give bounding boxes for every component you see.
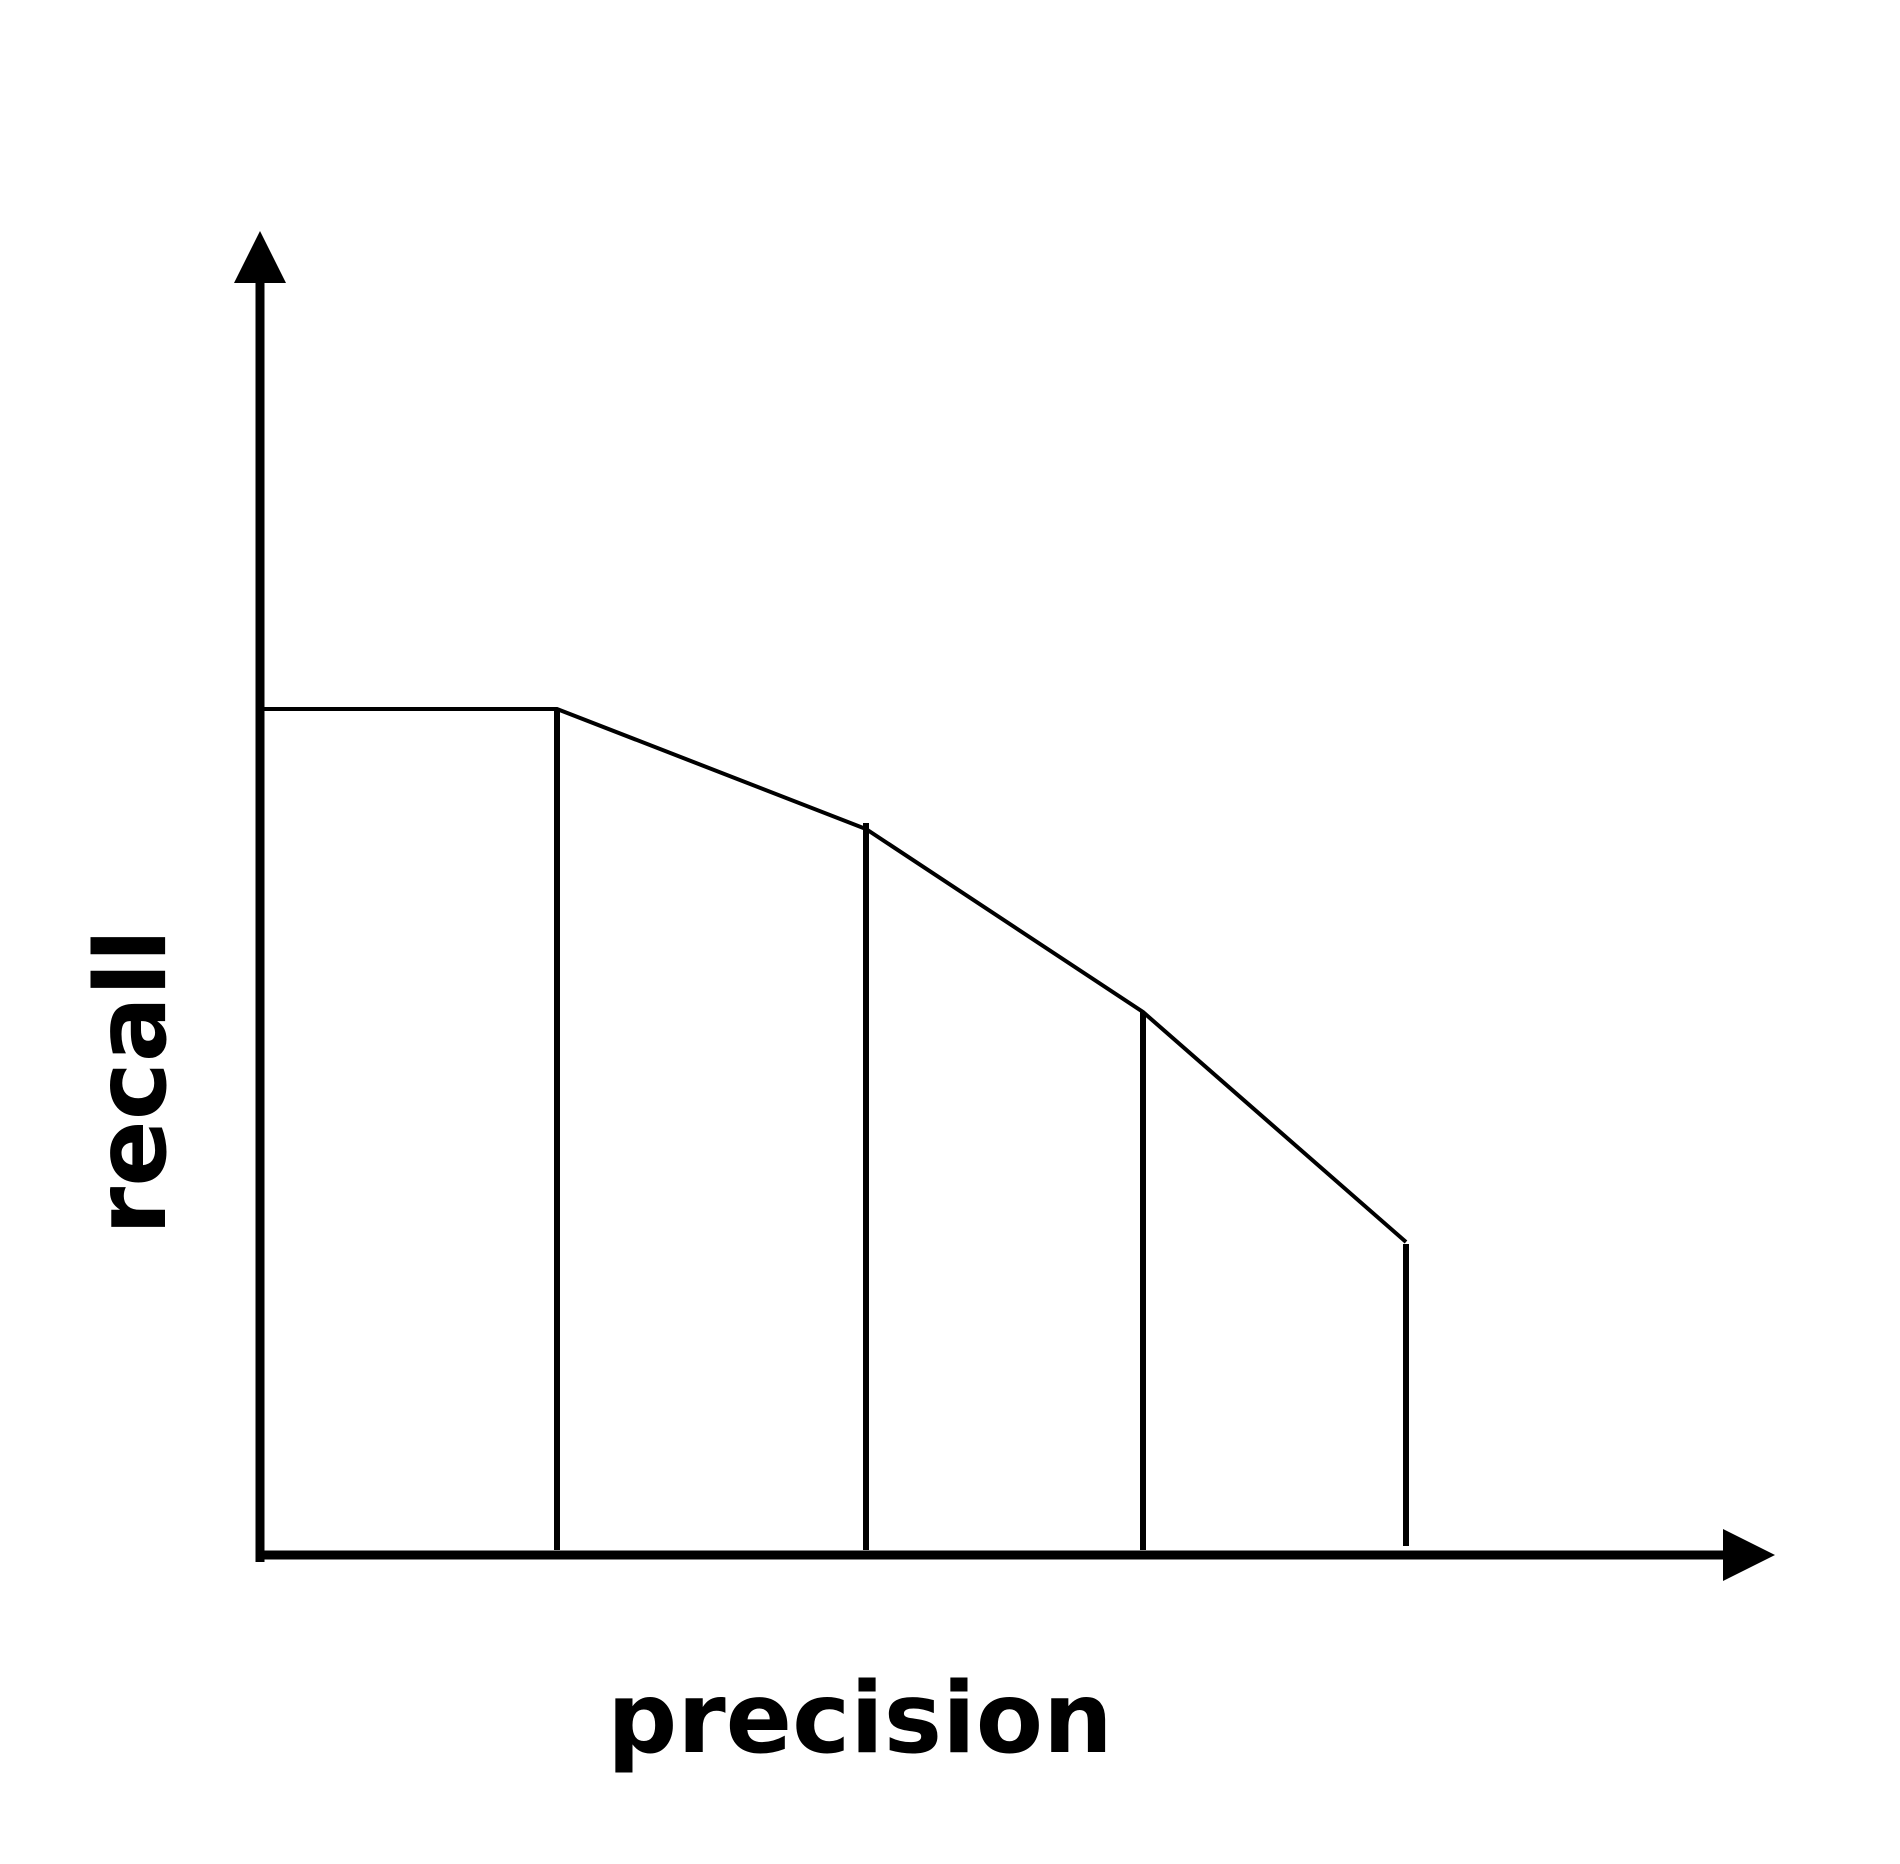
y-axis-arrowhead [234,231,286,283]
curve-envelope [264,707,1408,1244]
x-axis-arrowhead [1723,1529,1775,1581]
y-axis-label: recall [75,929,189,1235]
x-axis-label: precision [607,1662,1113,1776]
